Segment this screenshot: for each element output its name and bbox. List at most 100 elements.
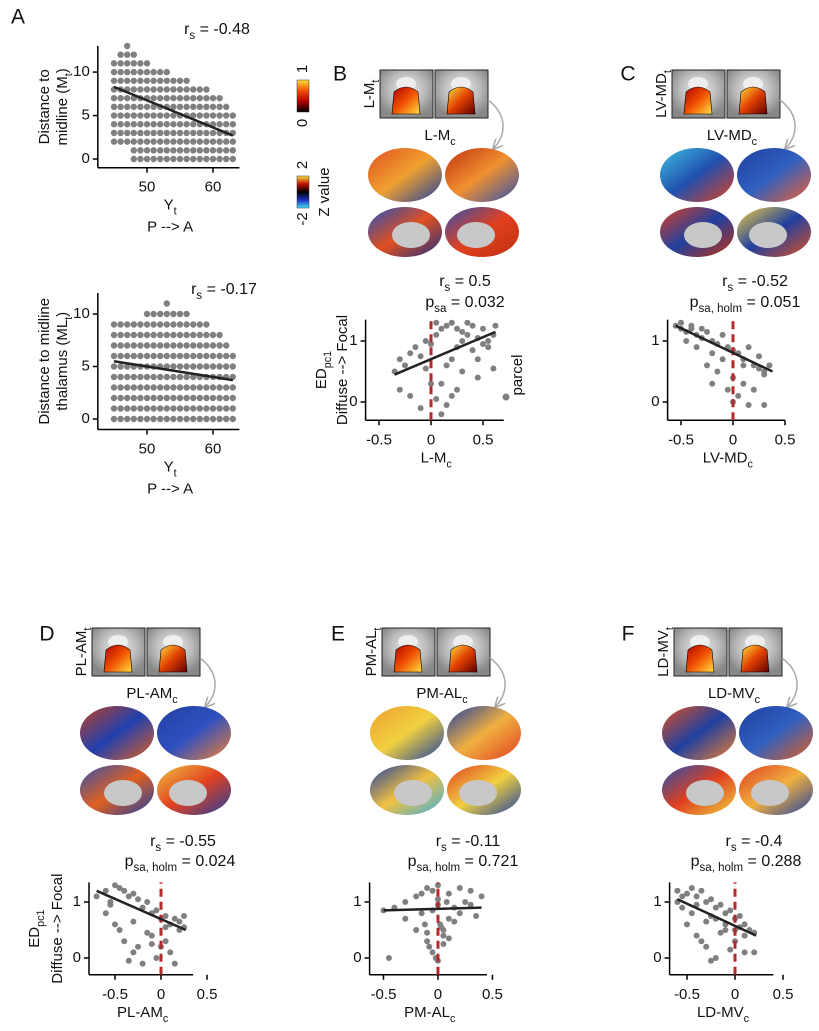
stat-annotation: psa = 0.032 [425,294,504,315]
point [143,331,151,339]
point [443,899,450,905]
point [130,949,137,956]
point [121,887,128,894]
point [153,955,160,961]
thalamus-map [446,86,476,115]
point [190,138,197,145]
point [150,121,157,128]
point [203,155,210,163]
point [162,913,169,919]
y-axis-label-part: Distance to [36,69,53,144]
legend-marker [502,393,510,401]
point [209,112,217,119]
stat-annotation-part: = -0.17 [202,281,257,298]
point [137,155,144,163]
x-tick-label: 0.5 [773,986,794,1003]
stat-annotation-part: p [408,853,417,870]
point [190,121,197,128]
point [229,384,236,391]
point [229,394,236,402]
stat-annotation-part: s [189,30,195,42]
point [130,155,137,163]
point [157,384,164,391]
point [203,394,210,402]
point [751,949,758,956]
target-label: L-Mt [361,80,382,109]
thalamus-map [393,644,423,673]
cortex-label-part: c [450,136,456,148]
point [422,365,429,372]
point [137,373,144,381]
point [698,938,705,945]
colorbar-label: Z value [316,167,333,216]
point [203,384,210,391]
point [110,103,118,111]
point [229,147,236,154]
stat-annotation-part: = 0.024 [177,853,235,870]
point [124,129,131,137]
point [216,352,223,360]
point [130,77,137,84]
x-tick-label: -0.5 [668,431,694,448]
thalamus-ventricle [743,77,763,91]
point [456,885,463,891]
point [196,342,203,349]
medial-wall [751,780,789,806]
point [150,103,157,111]
fit-line [113,360,233,382]
point [150,129,157,137]
x-axis-label: LV-MDc [703,449,754,470]
point [223,138,230,145]
point [170,77,177,84]
point [445,915,452,922]
point [459,338,466,344]
colorbar-tick-label: -2 [294,212,311,225]
point [107,901,114,908]
point [428,341,434,348]
target-label: PM-ALt [363,628,384,677]
point [110,77,118,84]
point [209,147,217,154]
point [183,94,190,102]
point [150,331,157,339]
point [150,394,157,402]
stat-annotation-part: s [155,842,161,854]
point [190,86,197,93]
point [203,147,210,154]
point [714,368,721,375]
point [130,138,137,145]
point [150,155,157,163]
point [216,331,223,339]
point [203,112,210,119]
point [150,77,157,84]
cortex-label-part: c [172,694,178,706]
point [176,138,184,145]
point [157,415,164,423]
medial-wall [392,222,430,248]
point [124,415,131,423]
y-tick-label: 0 [653,949,661,966]
point [445,935,452,942]
x-axis-label-part: Y [164,458,174,475]
point [424,938,431,945]
point [459,328,466,335]
point [110,352,118,360]
point [124,51,131,58]
point [229,373,236,381]
point [143,394,151,402]
point [130,352,137,360]
point [125,957,132,964]
cortex-surface [662,706,736,760]
point [117,68,124,76]
point [459,368,466,375]
point [223,384,230,391]
point [124,60,131,67]
point [190,363,197,370]
point [203,129,210,137]
point [480,325,486,332]
point [196,86,203,93]
point [130,373,137,381]
point [440,932,447,939]
arrow [487,99,504,148]
point [157,77,164,84]
